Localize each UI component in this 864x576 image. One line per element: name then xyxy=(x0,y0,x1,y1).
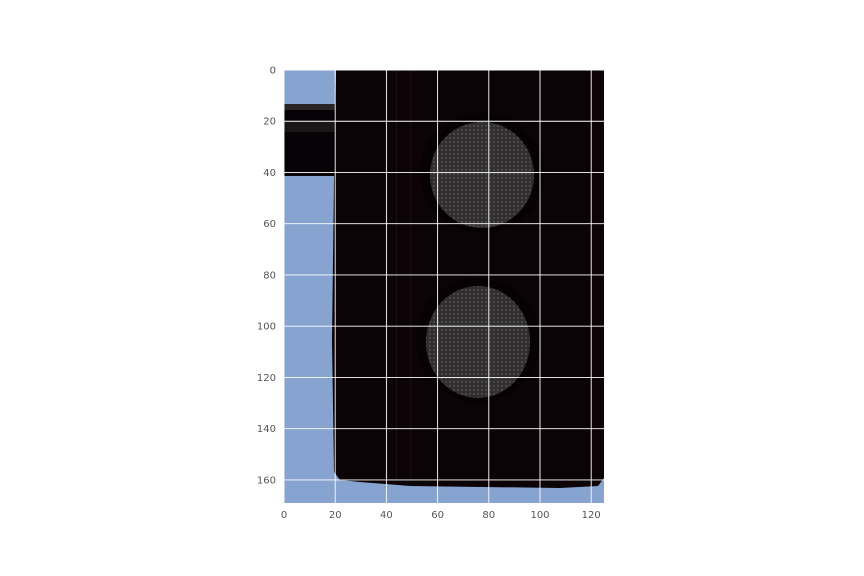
y-tick-label: 140 xyxy=(257,424,276,435)
x-tick-label: 20 xyxy=(329,510,342,521)
x-axis-ticks: 0 20 40 60 80 100 120 xyxy=(281,510,601,521)
lower-lens xyxy=(426,286,530,398)
x-tick-label: 120 xyxy=(582,510,601,521)
y-tick-label: 160 xyxy=(257,475,276,486)
y-tick-label: 40 xyxy=(263,168,276,179)
y-tick-label: 100 xyxy=(257,322,276,333)
y-tick-label: 0 xyxy=(270,66,276,77)
y-tick-label: 20 xyxy=(263,117,276,128)
y-tick-label: 120 xyxy=(257,373,276,384)
bracket-band xyxy=(284,104,336,176)
grid xyxy=(283,69,604,503)
y-axis-ticks: 0 20 40 60 80 100 120 140 160 xyxy=(257,66,276,487)
y-tick-label: 80 xyxy=(263,270,276,281)
image-content xyxy=(284,70,604,503)
upper-lens xyxy=(430,122,534,228)
y-tick-label: 60 xyxy=(263,219,276,230)
x-tick-label: 100 xyxy=(530,510,549,521)
x-tick-label: 0 xyxy=(281,510,287,521)
x-tick-label: 40 xyxy=(380,510,393,521)
x-tick-label: 80 xyxy=(482,510,495,521)
x-tick-label: 60 xyxy=(431,510,444,521)
